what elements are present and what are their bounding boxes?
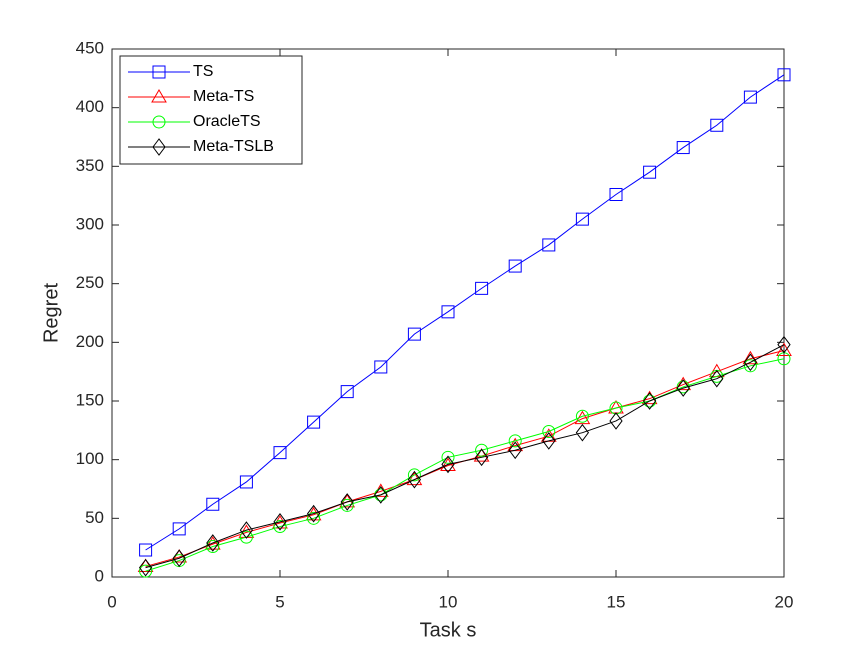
y-tick-label: 0 bbox=[95, 566, 104, 585]
y-tick-label: 450 bbox=[76, 38, 104, 57]
data-point bbox=[239, 475, 253, 489]
data-point bbox=[206, 497, 220, 511]
x-tick-label: 0 bbox=[107, 592, 116, 611]
y-tick-label: 250 bbox=[76, 273, 104, 292]
data-point bbox=[340, 498, 354, 512]
data-point bbox=[676, 379, 690, 397]
series-line bbox=[145, 344, 785, 569]
data-point bbox=[307, 511, 321, 525]
legend-marker bbox=[151, 89, 167, 103]
data-point bbox=[273, 520, 287, 534]
data-point bbox=[273, 446, 287, 460]
data-point bbox=[172, 549, 186, 568]
legend-marker bbox=[152, 65, 166, 79]
data-point bbox=[743, 90, 757, 104]
data-point bbox=[475, 281, 489, 295]
data-point bbox=[642, 392, 657, 410]
data-point bbox=[441, 305, 455, 319]
y-tick-label: 100 bbox=[76, 449, 104, 468]
data-point bbox=[609, 401, 623, 415]
data-point bbox=[407, 327, 421, 341]
y-tick-label: 200 bbox=[76, 332, 104, 351]
data-point bbox=[340, 493, 354, 511]
data-point bbox=[474, 448, 489, 467]
y-tick-label: 350 bbox=[76, 156, 104, 175]
data-point bbox=[743, 353, 758, 372]
data-point bbox=[139, 543, 153, 557]
data-point bbox=[609, 187, 623, 201]
data-point bbox=[306, 504, 321, 523]
data-point bbox=[340, 385, 354, 399]
data-point bbox=[138, 558, 153, 577]
legend-label: OracleTS bbox=[193, 113, 261, 130]
data-point bbox=[777, 68, 791, 82]
data-point bbox=[542, 238, 556, 252]
data-point bbox=[475, 443, 489, 457]
x-tick-label: 5 bbox=[275, 592, 284, 611]
data-point bbox=[139, 564, 153, 578]
data-point bbox=[508, 441, 522, 460]
data-point bbox=[710, 118, 724, 132]
data-point bbox=[273, 513, 287, 531]
data-point bbox=[542, 432, 556, 450]
data-point bbox=[137, 558, 154, 572]
data-point bbox=[542, 425, 556, 439]
data-point bbox=[776, 342, 792, 357]
legend-label: TS bbox=[193, 63, 213, 80]
data-point bbox=[575, 423, 590, 442]
legend-marker bbox=[152, 115, 166, 129]
data-point bbox=[675, 376, 692, 391]
data-point bbox=[742, 350, 759, 365]
data-point bbox=[508, 434, 522, 448]
axes-box bbox=[111, 48, 785, 578]
legend-label: Meta-TS bbox=[193, 88, 254, 105]
x-tick-label: 15 bbox=[607, 592, 626, 611]
data-point bbox=[441, 450, 455, 464]
data-point bbox=[406, 471, 423, 486]
data-point bbox=[777, 335, 791, 354]
legend-marker bbox=[152, 138, 166, 156]
data-point bbox=[440, 457, 456, 472]
data-point bbox=[239, 530, 253, 544]
data-point bbox=[172, 522, 186, 536]
data-point bbox=[743, 359, 757, 373]
data-point bbox=[575, 212, 589, 226]
x-tick-label: 10 bbox=[439, 592, 458, 611]
y-axis-label: Regret bbox=[40, 283, 62, 343]
y-tick-label: 50 bbox=[85, 508, 104, 527]
data-point bbox=[206, 539, 220, 553]
x-axis-label: Task s bbox=[420, 619, 477, 641]
data-point bbox=[710, 369, 724, 388]
data-point bbox=[206, 534, 220, 552]
x-tick-label: 20 bbox=[775, 592, 794, 611]
data-point bbox=[374, 486, 388, 504]
legend-box bbox=[119, 55, 303, 165]
data-point bbox=[204, 536, 221, 550]
y-tick-label: 300 bbox=[76, 214, 104, 233]
y-tick-label: 150 bbox=[76, 390, 104, 409]
data-point bbox=[676, 141, 690, 155]
data-point bbox=[508, 259, 522, 273]
data-point bbox=[307, 415, 321, 429]
legend-label: Meta-TSLB bbox=[193, 138, 274, 155]
data-point bbox=[575, 409, 589, 423]
data-point bbox=[643, 165, 657, 179]
y-tick-label: 400 bbox=[76, 97, 104, 116]
data-point bbox=[239, 521, 254, 539]
data-point bbox=[407, 470, 422, 489]
data-point bbox=[609, 412, 623, 430]
data-point bbox=[441, 455, 455, 474]
data-point bbox=[407, 468, 421, 482]
data-point bbox=[374, 360, 388, 374]
